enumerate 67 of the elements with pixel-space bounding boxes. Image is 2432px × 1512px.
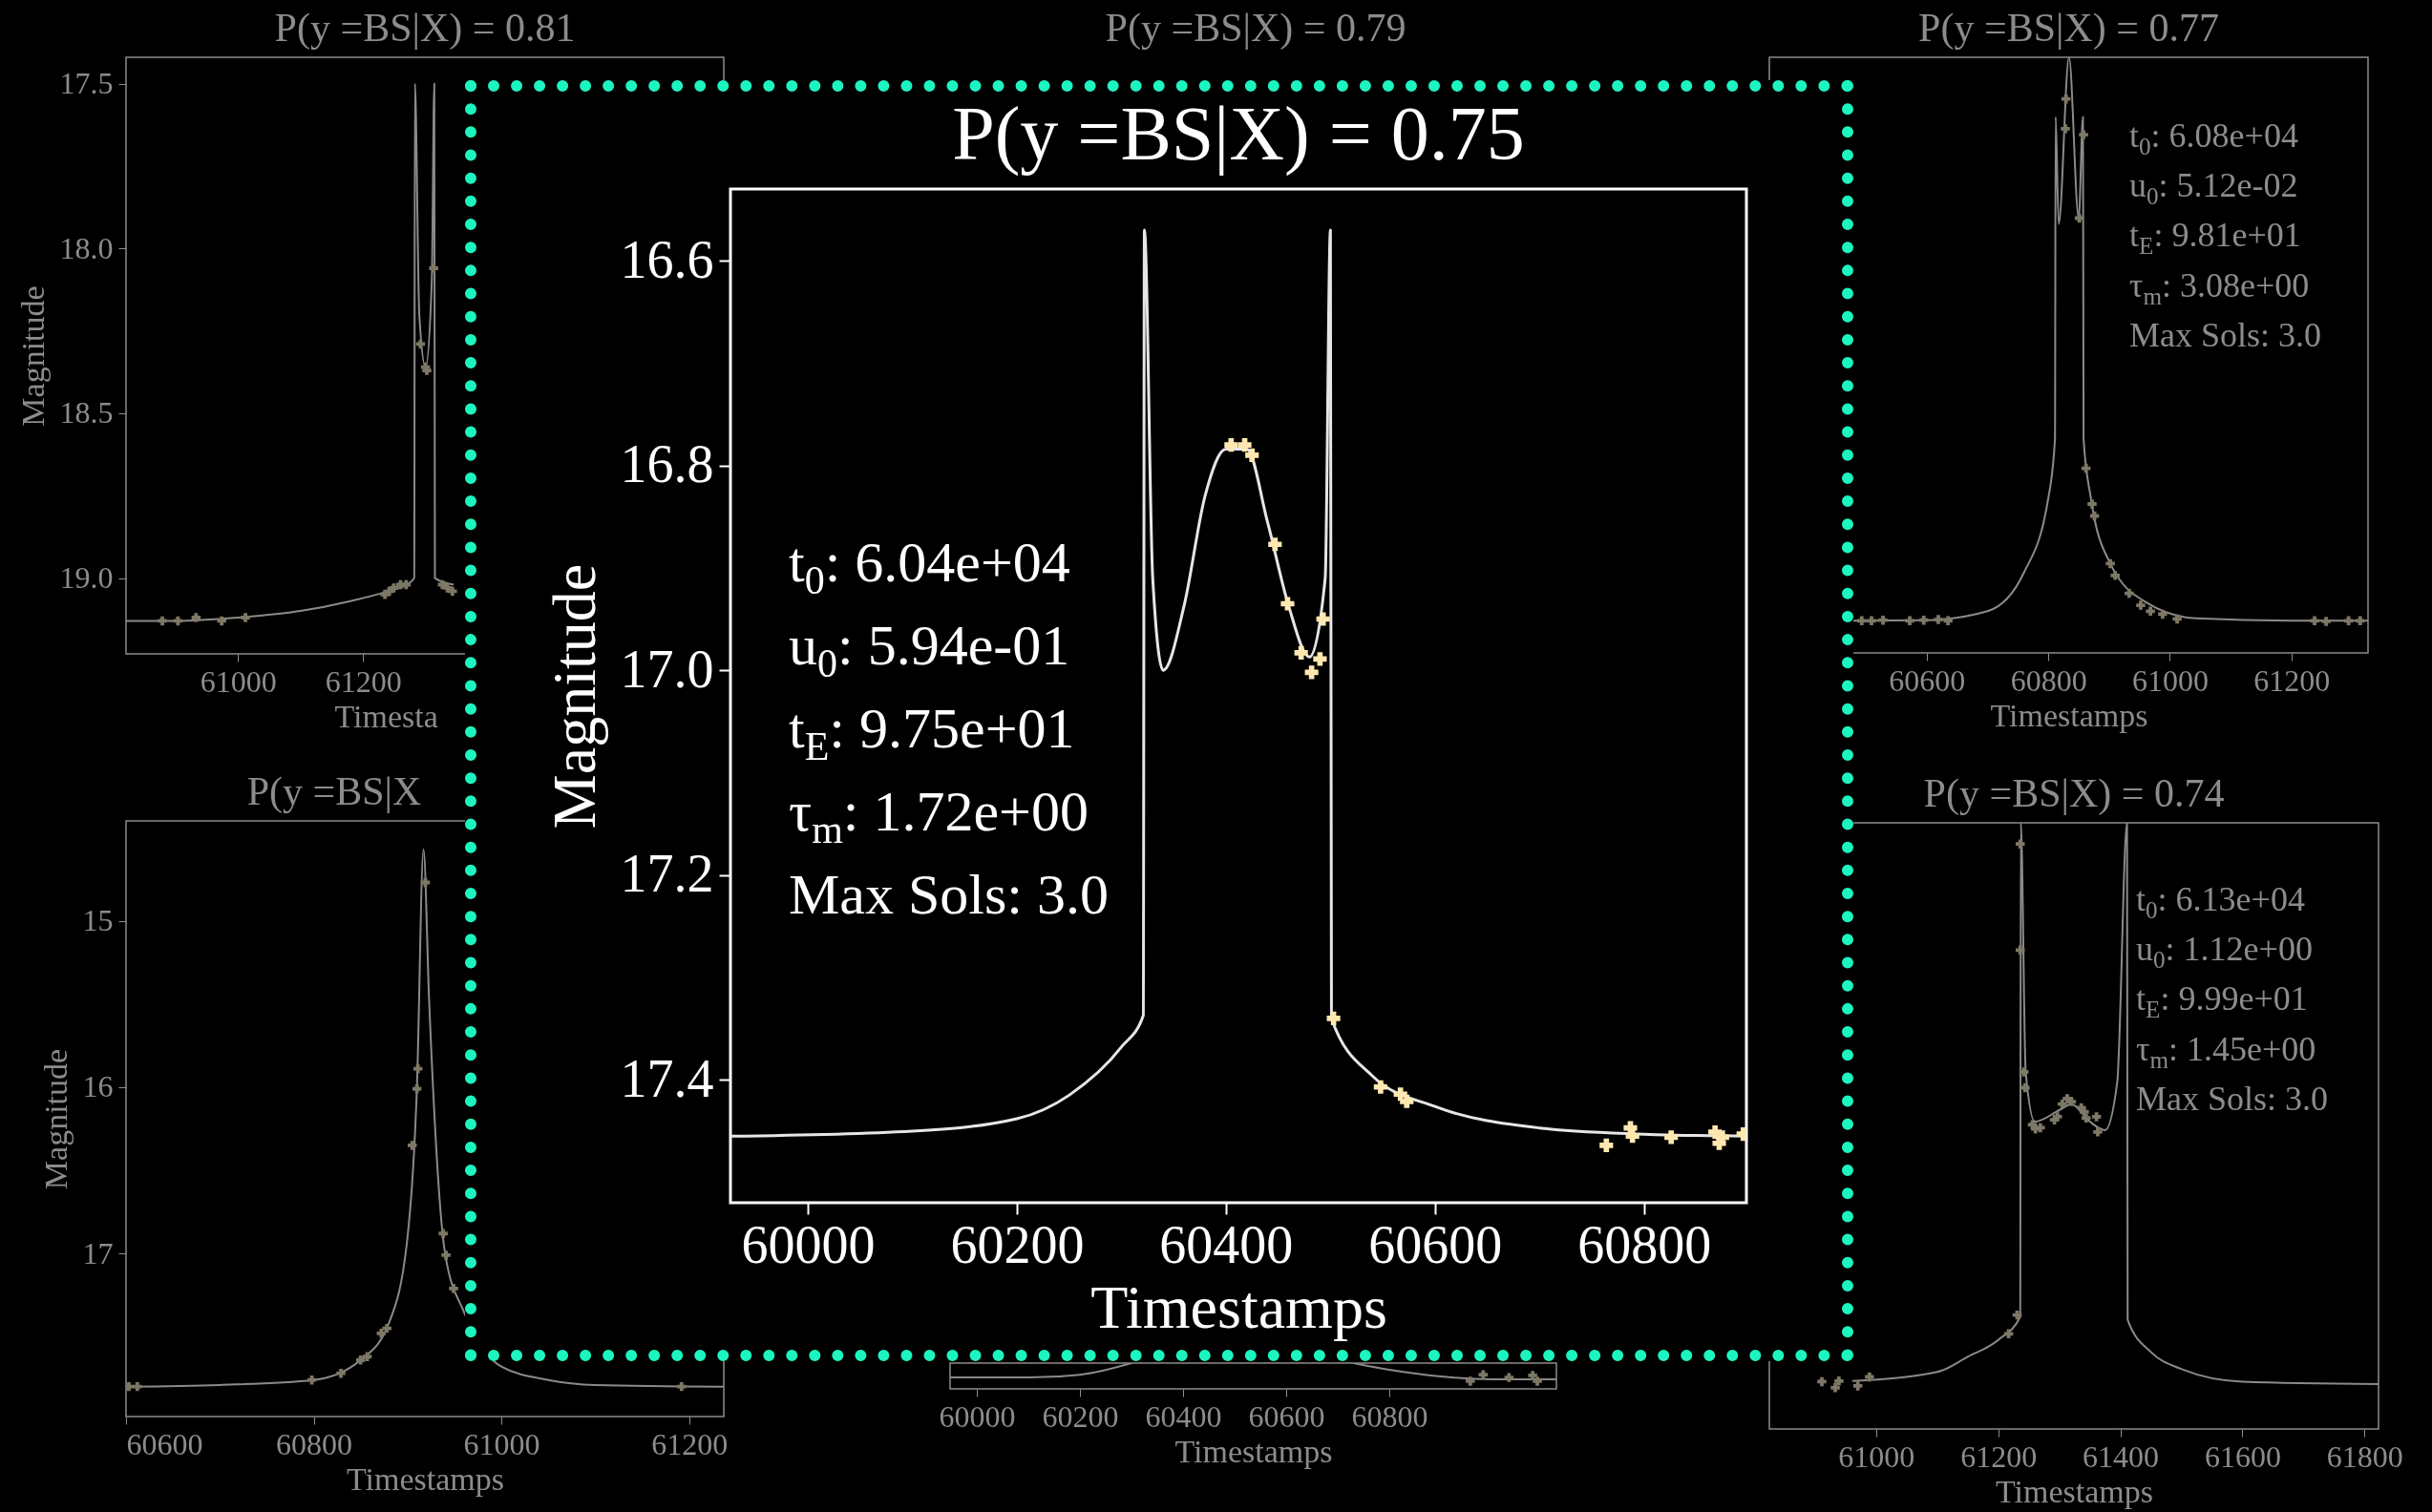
x-tick-label: 60800: [1577, 1214, 1712, 1274]
y-tick-label: 16.8: [620, 434, 714, 494]
x-tick-label: 61000: [2131, 662, 2209, 698]
y-tick-label: 17.5: [59, 66, 114, 101]
chart-title: P(y =BS|X: [246, 769, 422, 814]
annotation: t$_{0}$: 6.13e+04: [2136, 880, 2306, 926]
x-axis-title: Timestamps: [1174, 1433, 1333, 1469]
annotation: t$_{0}$: 6.04e+04: [789, 530, 1071, 604]
x-tick-label: 61200: [651, 1426, 729, 1461]
x-tick-label: 60800: [2010, 662, 2087, 698]
x-tick-label: 60400: [1145, 1398, 1222, 1434]
annotation: u$_{0}$: 5.12e-02: [2129, 166, 2299, 212]
x-tick-label: 60600: [1889, 662, 1966, 698]
y-tick-label: 15: [82, 903, 114, 938]
annotation: t$_{0}$: 6.08e+04: [2129, 116, 2299, 162]
y-tick-label: 17.0: [620, 639, 714, 699]
chart-title: P(y =BS|X) = 0.75: [952, 92, 1525, 177]
annotation: Max Sols: 3.0: [2136, 1079, 2329, 1118]
chart-title: P(y =BS|X) = 0.77: [1918, 6, 2219, 51]
x-tick-label: 61600: [2204, 1438, 2281, 1474]
annotation: t$_{E}$: 9.75e+01: [789, 696, 1076, 770]
chart-title: P(y =BS|X) = 0.81: [274, 6, 576, 51]
y-tick-label: 18.5: [59, 395, 114, 430]
text: P(y =BS|X) = 0.79: [1105, 6, 1406, 51]
annotation: t$_{E}$: 9.81e+01: [2129, 216, 2302, 262]
annotation: t$_{E}$: 9.99e+01: [2136, 979, 2309, 1025]
y-tick-label: 17: [82, 1235, 114, 1270]
x-tick-label: 61200: [325, 663, 402, 699]
x-tick-label: 61400: [2083, 1438, 2160, 1474]
x-tick-label: 60200: [1042, 1398, 1119, 1434]
annotation: Max Sols: 3.0: [789, 862, 1110, 927]
annotation: u$_{0}$: 5.94e-01: [789, 613, 1071, 687]
x-axis-title: Timesta: [334, 698, 438, 734]
x-tick-label: 60000: [939, 1398, 1016, 1434]
x-tick-label: 61000: [463, 1426, 540, 1461]
annotation: Max Sols: 3.0: [2129, 315, 2322, 354]
x-axis-title: Timestamps: [1990, 697, 2148, 733]
y-tick-label: 16: [82, 1069, 114, 1104]
annotation: τ$_{m}$: 1.72e+00: [789, 779, 1089, 853]
x-tick-label: 61200: [1960, 1438, 2038, 1474]
x-tick-label: 61000: [1838, 1438, 1915, 1474]
x-axis-title: Timestamps: [1090, 1272, 1387, 1341]
x-axis-title: Timestamps: [1995, 1473, 2154, 1509]
y-tick-label: 19.0: [59, 560, 114, 596]
chart-title: P(y =BS|X) = 0.74: [1923, 771, 2225, 816]
y-tick-label: 17.2: [620, 844, 714, 904]
x-tick-label: 60600: [1368, 1214, 1503, 1274]
x-tick-label: 60800: [276, 1426, 353, 1461]
annotation: τ$_{m}$: 1.45e+00: [2136, 1029, 2317, 1075]
y-axis-title: Magnitude: [14, 285, 51, 427]
x-tick-label: 60000: [741, 1214, 876, 1274]
x-axis-title: Timestamps: [346, 1460, 505, 1497]
y-axis-title: Magnitude: [37, 1048, 74, 1190]
x-tick-label: 60200: [950, 1214, 1085, 1274]
y-tick-label: 16.6: [620, 229, 714, 289]
y-tick-label: 18.0: [59, 230, 114, 265]
x-tick-label: 61800: [2326, 1438, 2403, 1474]
x-tick-label: 61000: [200, 663, 277, 699]
annotation: τ$_{m}$: 3.08e+00: [2129, 265, 2311, 311]
y-tick-label: 17.4: [620, 1048, 714, 1108]
annotation: u$_{0}$: 1.12e+00: [2136, 930, 2314, 976]
y-axis-title: Magnitude: [539, 563, 608, 830]
x-tick-label: 61200: [2253, 662, 2331, 698]
x-tick-label: 60800: [1351, 1398, 1428, 1434]
x-tick-label: 60400: [1159, 1214, 1294, 1274]
x-tick-label: 60600: [126, 1426, 203, 1461]
x-tick-label: 60600: [1248, 1398, 1325, 1434]
